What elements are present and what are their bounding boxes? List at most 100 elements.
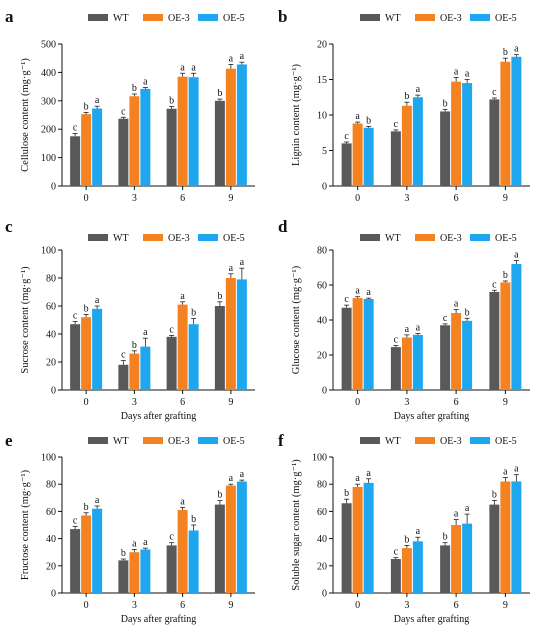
legend: WT OE-3 OE-5 [88,233,245,244]
y-tick-label: 0 [322,589,327,600]
significance-letter: c [73,122,78,133]
y-tick-label: 20 [317,561,327,572]
legend-label: OE-5 [495,436,517,447]
significance-letter: a [95,95,100,106]
legend-swatch [470,14,490,21]
bar-oe-5 [412,334,423,390]
legend: WT OE-3 OE-5 [360,233,517,244]
bar-oe-3 [401,548,412,593]
significance-letter: a [366,287,371,298]
legend-swatch [470,234,490,241]
x-tick-label: 3 [132,600,137,611]
legend-swatch [470,437,490,444]
bar-oe-3 [500,481,511,593]
significance-letter: c [73,515,78,526]
significance-letter: c [443,313,448,324]
bar-oe-5 [462,320,473,390]
y-tick-label: 0 [51,386,56,397]
bar-wt [118,118,129,186]
legend-swatch [360,437,380,444]
bar-oe-3 [352,298,363,390]
bar-wt [341,307,352,390]
legend: WT OE-3 OE-5 [360,13,517,24]
panel-letter: d [278,217,288,236]
y-tick-label: 40 [46,534,56,545]
y-axis-label: Sucrose content (mg·g⁻¹) [20,266,31,374]
significance-letter: a [180,496,185,507]
significance-letter: a [416,322,421,333]
y-tick-label: 80 [46,480,56,491]
bar-oe-5 [92,308,103,390]
x-tick-label: 3 [132,193,137,204]
significance-letter: b [217,291,222,302]
bar-wt [166,545,177,593]
significance-letter: a [514,44,519,55]
significance-letter: c [121,106,126,117]
y-axis-label: Glucose content (mg·g⁻¹) [291,265,302,374]
y-tick-label: 20 [317,40,327,51]
y-tick-label: 400 [41,68,56,79]
x-axis-label: Days after grafting [121,614,197,625]
significance-letter: a [240,51,245,62]
significance-letter: a [132,538,137,549]
bar-wt [70,529,81,593]
significance-letter: a [240,469,245,480]
legend-swatch [360,234,380,241]
bar-oe-5 [92,508,103,593]
legend-label: OE-5 [223,436,245,447]
significance-letter: c [121,350,126,361]
significance-letter: b [404,91,409,102]
bar-wt [489,292,500,390]
y-tick-label: 40 [46,330,56,341]
x-tick-label: 6 [180,193,185,204]
bar-oe-3 [225,278,236,390]
significance-letter: a [143,327,148,338]
legend-label: OE-3 [440,233,462,244]
legend: WT OE-3 OE-5 [360,436,517,447]
legend-label: OE-3 [168,436,190,447]
bar-oe-5 [140,549,151,593]
panel-letter: b [278,7,287,26]
significance-letter: c [492,87,497,98]
panel-letter: f [278,431,284,450]
bar-oe-3 [500,282,511,390]
bar-oe-3 [81,317,92,390]
y-tick-label: 15 [317,75,327,86]
x-tick-label: 0 [355,193,360,204]
y-axis-label: Cellulose content (mg·g⁻¹) [20,58,31,172]
x-tick-label: 0 [355,397,360,408]
bar-oe-3 [177,304,188,390]
x-tick-label: 6 [454,600,459,611]
legend-swatch [143,437,163,444]
bar-oe-3 [451,81,462,186]
x-tick-label: 0 [355,600,360,611]
bar-oe-5 [363,127,374,186]
bar-wt [118,560,129,593]
legend-label: WT [113,233,129,244]
x-tick-label: 3 [404,193,409,204]
bar-oe-5 [462,83,473,186]
y-axis-label: Lignin content (mg·g⁻¹) [291,64,302,167]
bar-wt [440,545,451,593]
significance-letter: b [443,98,448,109]
significance-letter: b [121,548,126,559]
bar-oe-3 [500,61,511,186]
significance-letter: a [405,324,410,335]
significance-letter: b [84,502,89,513]
bar-oe-3 [225,485,236,593]
significance-letter: c [394,119,399,130]
bar-oe-5 [188,324,199,390]
significance-letter: a [229,473,234,484]
legend-label: OE-5 [223,13,245,24]
bar-oe-5 [511,481,522,593]
x-tick-label: 3 [404,600,409,611]
legend-label: OE-3 [168,13,190,24]
y-tick-label: 500 [41,40,56,51]
legend-swatch [88,234,108,241]
significance-letter: b [503,270,508,281]
bar-wt [70,324,81,390]
y-tick-label: 0 [322,386,327,397]
significance-letter: b [217,88,222,99]
significance-letter: b [132,340,137,351]
legend-label: WT [385,13,401,24]
